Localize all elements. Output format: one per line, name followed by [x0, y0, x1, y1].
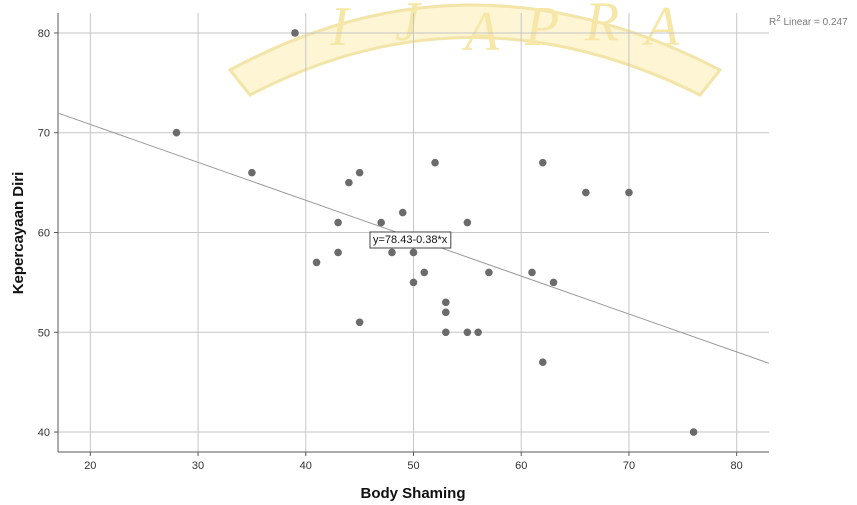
- x-axis-title: Body Shaming: [360, 485, 465, 502]
- watermark-logo: I J A P R A: [227, 0, 723, 97]
- x-tick-label: 70: [623, 460, 635, 472]
- y-axis-title: Kepercayaan Diri: [10, 172, 27, 295]
- data-point: [409, 248, 418, 257]
- x-tick-labels: 20 30 40 50 60 70 80: [84, 460, 743, 472]
- data-point: [549, 278, 558, 287]
- x-tick-label: 60: [515, 460, 527, 472]
- data-points: [172, 29, 698, 436]
- data-point: [463, 328, 472, 337]
- y-tick-label: 60: [38, 228, 50, 240]
- x-tick-label: 30: [192, 460, 204, 472]
- data-point: [689, 428, 698, 436]
- data-point: [291, 29, 299, 37]
- data-point: [528, 268, 536, 277]
- watermark-letter: A: [461, 1, 500, 63]
- data-point: [355, 318, 364, 327]
- x-tick-label: 50: [407, 460, 419, 472]
- x-tick-label: 40: [300, 460, 312, 472]
- y-tick-label: 70: [38, 128, 50, 140]
- data-point: [582, 188, 590, 197]
- watermark-letter: I: [329, 0, 351, 58]
- y-tick-label: 80: [38, 28, 50, 40]
- data-point: [355, 168, 364, 177]
- equation-label: y=78.43-0.38*x: [373, 234, 448, 246]
- data-point: [334, 218, 342, 227]
- data-point: [485, 268, 493, 277]
- data-point: [431, 158, 439, 167]
- data-point: [474, 328, 482, 337]
- data-point: [345, 178, 353, 187]
- data-point: [442, 308, 450, 317]
- data-point: [334, 248, 342, 257]
- watermark-letter: R: [584, 0, 619, 53]
- y-tick-label: 40: [38, 427, 50, 439]
- data-point: [312, 258, 321, 267]
- data-point: [398, 208, 407, 217]
- data-point: [442, 328, 450, 337]
- data-point: [172, 128, 181, 137]
- y-tick-label: 50: [38, 327, 50, 339]
- data-point: [463, 218, 472, 227]
- data-point: [538, 158, 547, 167]
- data-point: [248, 168, 256, 177]
- data-point: [377, 218, 385, 227]
- x-tick-label: 20: [84, 460, 96, 472]
- y-tick-labels: 40 50 60 70 80: [38, 28, 50, 439]
- data-point: [409, 278, 418, 287]
- r2-label: R2 Linear = 0.247: [769, 14, 848, 28]
- watermark-letter: J: [395, 0, 423, 53]
- data-point: [625, 188, 633, 197]
- data-point: [388, 248, 396, 257]
- equation-label-box: y=78.43-0.38*x: [369, 231, 452, 249]
- data-point: [442, 298, 450, 307]
- axes: [54, 13, 769, 456]
- watermark-letter: P: [524, 0, 559, 58]
- data-point: [420, 268, 429, 277]
- data-point: [538, 358, 547, 367]
- watermark-letter: A: [641, 0, 680, 58]
- x-tick-label: 80: [731, 460, 743, 472]
